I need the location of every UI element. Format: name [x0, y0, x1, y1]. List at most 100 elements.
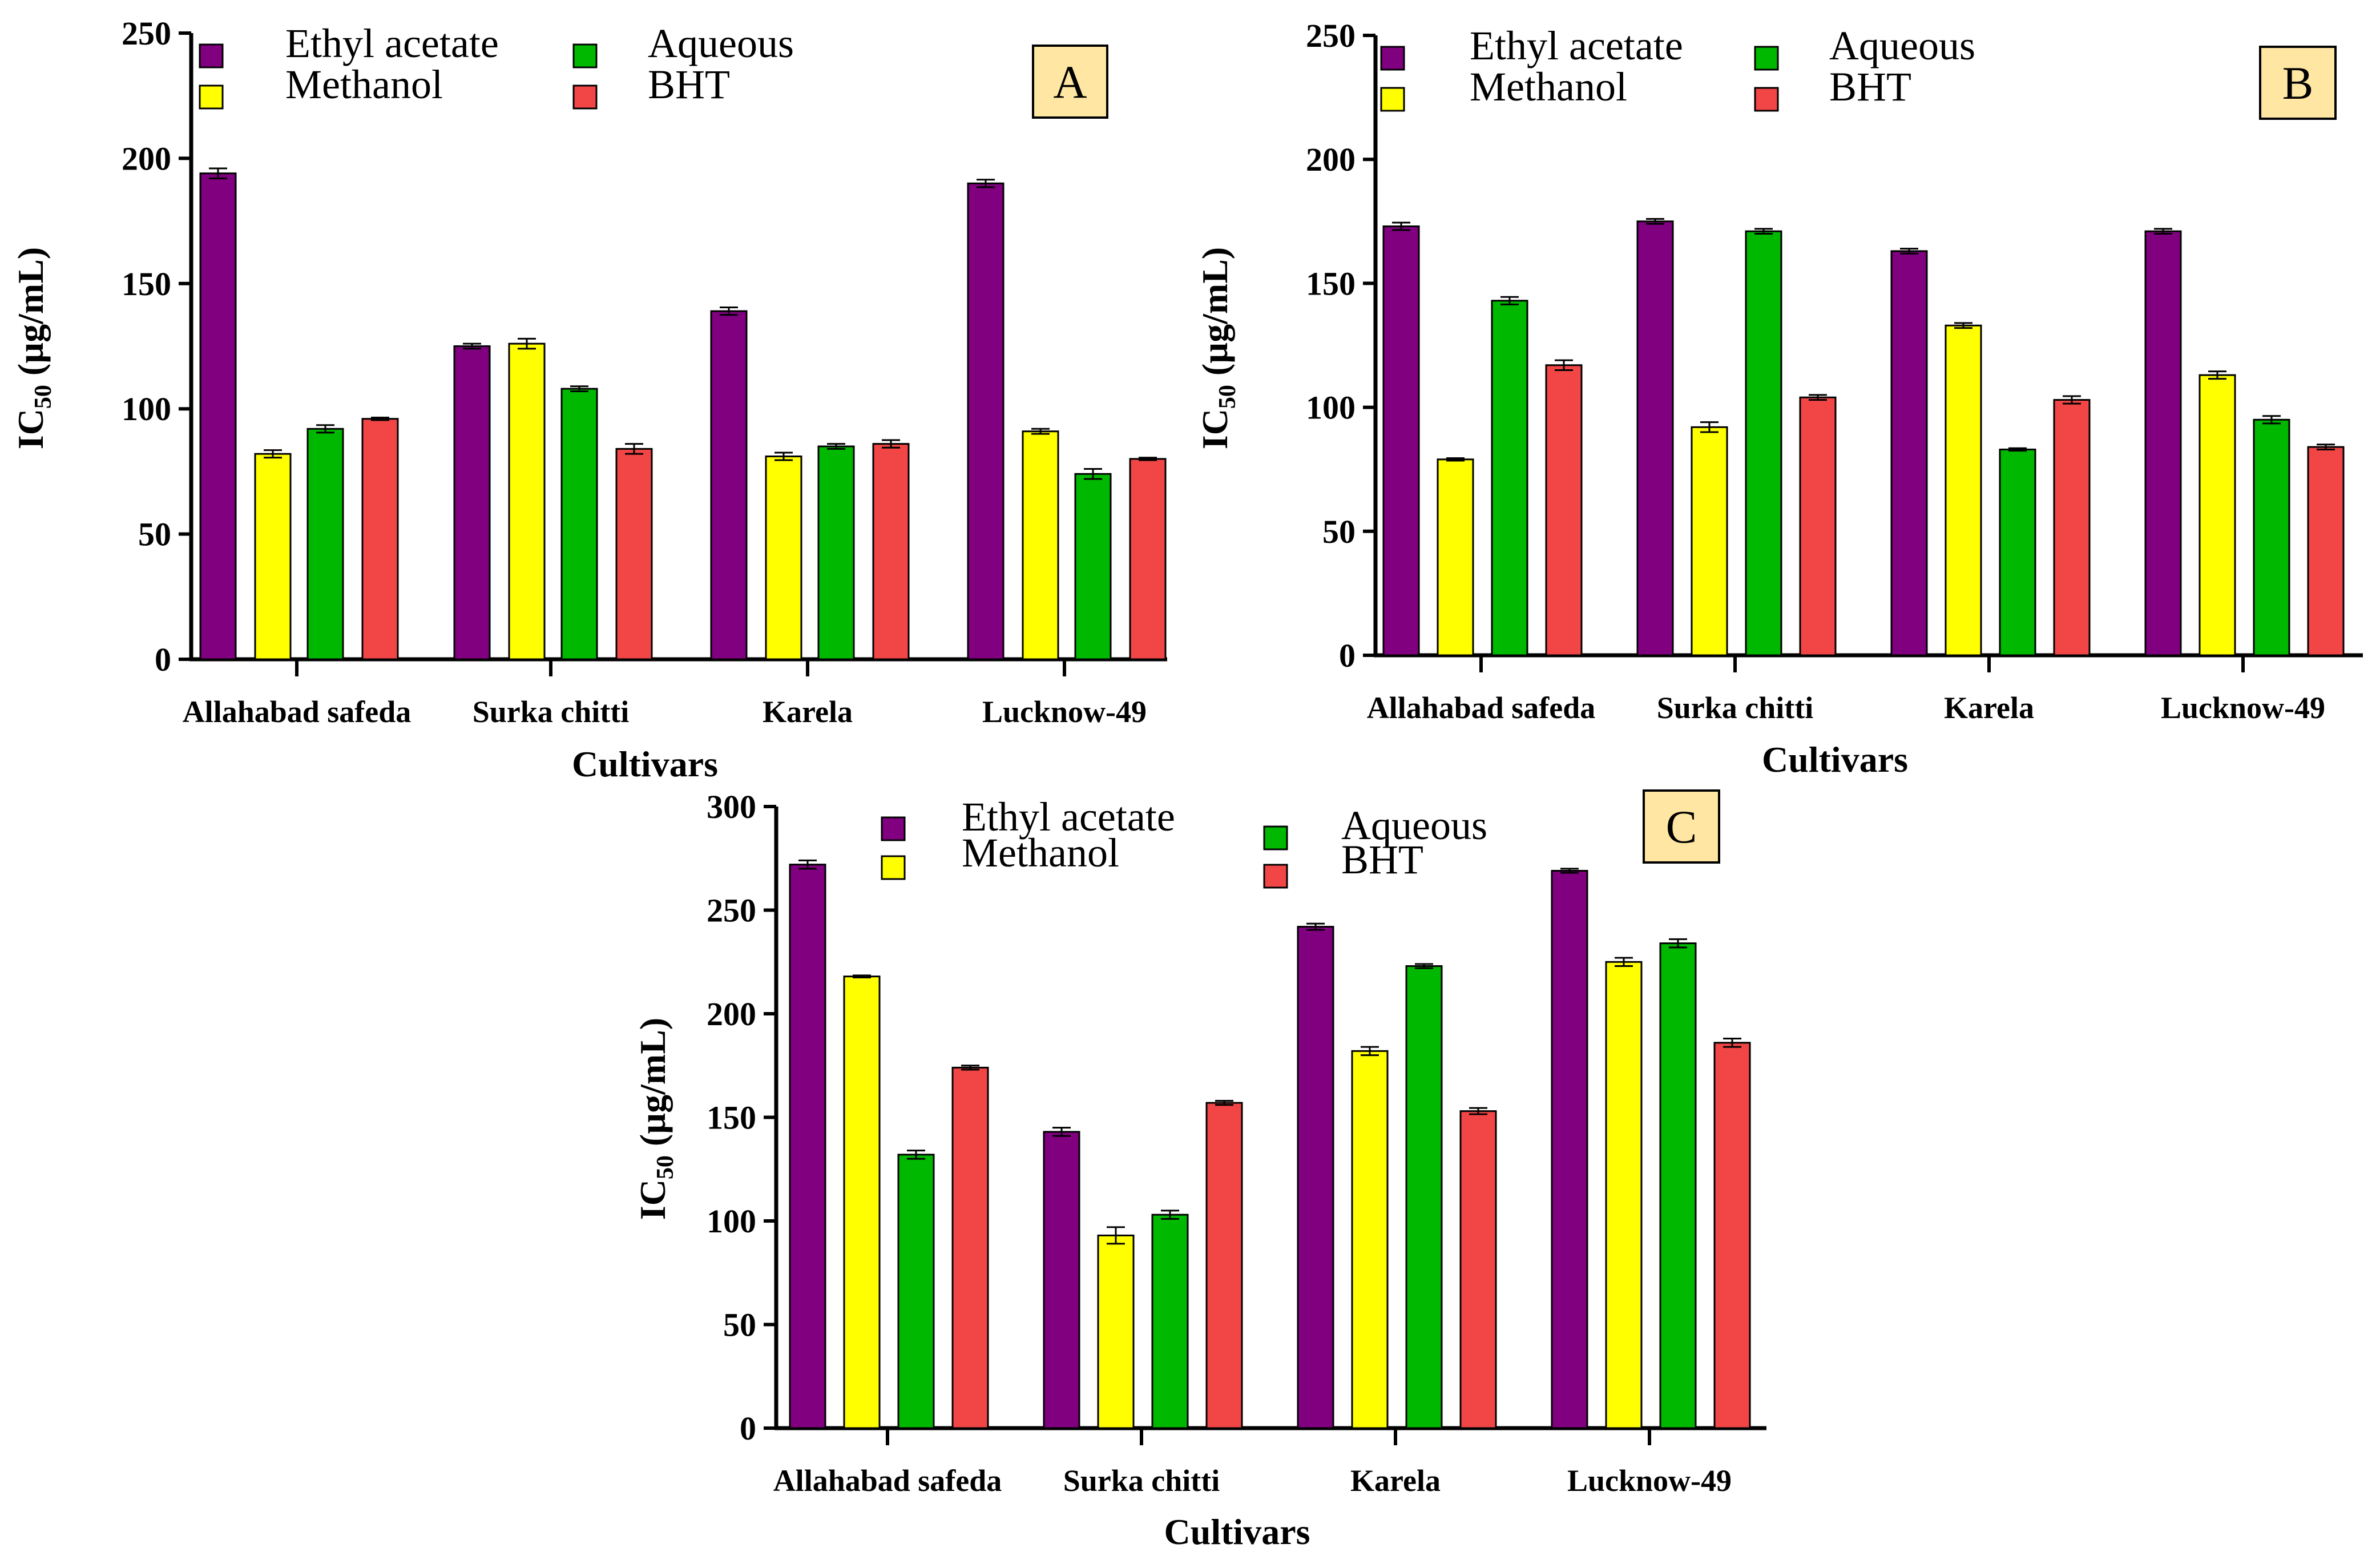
- legend-label-ethyl-acetate: Ethyl acetate: [962, 794, 1175, 840]
- error-bar-bht-lucknow-49: [1723, 1038, 1741, 1048]
- bar-aqueous-surka-chitti: [560, 388, 598, 660]
- bar-aqueous-allahabad-safeda: [897, 1154, 935, 1429]
- y-tick-label-200: 200: [707, 995, 756, 1033]
- bar-bht-lucknow-49: [1713, 1042, 1751, 1429]
- bar-methanol-surka-chitti: [1097, 1234, 1135, 1429]
- chart-panel-b: 0 50 100 150 200 250 Allahabad safeda Surka chi…: [1195, 17, 2363, 780]
- category-label-karela: Karela: [763, 695, 853, 729]
- bar-ethyl-acetate-karela: [710, 310, 748, 660]
- error-bar-ethyl-acetate-lucknow-49: [977, 179, 995, 188]
- legend-label-aqueous: Aqueous: [1829, 23, 1975, 68]
- legend-label-bht: BHT: [1829, 64, 1911, 110]
- bar-bht-surka-chitti: [1799, 396, 1837, 656]
- error-bar-bht-allahabad-safeda: [1555, 359, 1573, 371]
- error-bar-methanol-allahabad-safeda: [853, 974, 871, 978]
- bar-bht-karela: [1459, 1110, 1497, 1429]
- category-label-karela: Karela: [1944, 691, 2034, 725]
- bar-bht-allahabad-safeda: [361, 418, 399, 660]
- bar-ethyl-acetate-surka-chitti: [453, 345, 491, 660]
- y-tick-label-0: 0: [1339, 637, 1356, 674]
- legend-label-aqueous: Aqueous: [648, 21, 794, 66]
- error-bar-ethyl-acetate-surka-chitti: [1052, 1127, 1071, 1137]
- bar-aqueous-karela: [1405, 965, 1443, 1429]
- y-tick-label-150: 150: [707, 1099, 756, 1136]
- legend-swatch-methanol: [881, 855, 906, 880]
- error-bar-aqueous-karela: [2008, 447, 2027, 452]
- y-axis-title: IC50 (µg/mL): [632, 1018, 679, 1220]
- y-tick-label-100: 100: [122, 390, 171, 428]
- legend-swatch-aqueous: [1263, 825, 1288, 850]
- bar-methanol-karela: [1351, 1050, 1389, 1429]
- error-bar-ethyl-acetate-karela: [1900, 248, 1918, 255]
- y-tick-label-250: 250: [1306, 17, 1356, 54]
- category-label-karela: Karela: [1350, 1464, 1441, 1498]
- y-tick-label-300: 300: [707, 788, 756, 825]
- legend-swatch-methanol: [1380, 87, 1405, 112]
- error-bar-bht-surka-chitti: [1809, 394, 1827, 401]
- error-bar-ethyl-acetate-lucknow-49: [2154, 228, 2172, 235]
- error-bar-aqueous-surka-chitti: [570, 385, 588, 392]
- bar-bht-karela: [872, 443, 910, 660]
- bar-aqueous-karela: [817, 445, 855, 660]
- y-tick-label-100: 100: [1306, 389, 1356, 426]
- bar-bht-lucknow-49: [1129, 458, 1167, 660]
- error-bar-aqueous-lucknow-49: [2262, 415, 2281, 425]
- error-bar-bht-allahabad-safeda: [961, 1065, 979, 1071]
- category-label-surka-chitti: Surka chitti: [1657, 691, 1814, 725]
- y-tick-label-50: 50: [138, 516, 171, 553]
- panel-label: B: [2282, 57, 2314, 109]
- y-axis-title: IC50 (µg/mL): [10, 247, 57, 449]
- error-bar-aqueous-allahabad-safeda: [1500, 296, 1519, 305]
- error-bar-aqueous-lucknow-49: [1669, 938, 1687, 949]
- panel-label-box: [1032, 45, 1108, 119]
- error-bar-methanol-surka-chitti: [518, 337, 536, 350]
- error-bar-methanol-surka-chitti: [1700, 421, 1719, 433]
- legend-label-bht: BHT: [648, 62, 730, 107]
- bar-methanol-allahabad-safeda: [254, 453, 292, 660]
- y-tick-label-250: 250: [707, 892, 756, 929]
- bar-aqueous-lucknow-49: [2253, 418, 2290, 656]
- error-bar-methanol-karela: [1954, 322, 1972, 329]
- y-tick-label-150: 150: [1306, 265, 1356, 302]
- y-tick-label-100: 100: [707, 1203, 756, 1240]
- x-axis-title: Cultivars: [1762, 739, 1908, 780]
- error-bar-methanol-lucknow-49: [1615, 957, 1633, 968]
- chart-panel-c: 0 50 100 150 200 250 300 Allahabad safeda Surka …: [632, 788, 1766, 1552]
- legend-label-bht: BHT: [1341, 837, 1423, 882]
- bar-ethyl-acetate-lucknow-49: [967, 182, 1005, 660]
- bar-methanol-lucknow-49: [1605, 961, 1643, 1429]
- legend-label-ethyl-acetate: Ethyl acetate: [285, 21, 499, 66]
- bar-methanol-surka-chitti: [508, 342, 546, 660]
- legend-label-methanol: Methanol: [962, 830, 1119, 876]
- y-tick-label-50: 50: [723, 1307, 756, 1344]
- error-bar-bht-lucknow-49: [1139, 457, 1157, 461]
- chart-panel-a: 0 50 100 150 200 250 Allahabad safeda Surka chi…: [10, 15, 1167, 784]
- bar-aqueous-karela: [1999, 448, 2036, 656]
- panel-label: A: [1053, 56, 1087, 108]
- error-bar-ethyl-acetate-allahabad-safeda: [1392, 221, 1410, 231]
- error-bar-ethyl-acetate-karela: [1306, 922, 1325, 931]
- bar-ethyl-acetate-surka-chitti: [1636, 220, 1674, 656]
- bar-aqueous-lucknow-49: [1074, 473, 1112, 660]
- y-tick-label-200: 200: [122, 140, 171, 177]
- error-bar-bht-karela: [1469, 1107, 1487, 1115]
- error-bar-methanol-allahabad-safeda: [264, 449, 282, 459]
- bar-aqueous-allahabad-safeda: [1491, 300, 1528, 656]
- error-bar-bht-lucknow-49: [2317, 444, 2335, 450]
- error-bar-aqueous-karela: [827, 443, 845, 450]
- error-bar-methanol-lucknow-49: [2208, 370, 2226, 380]
- category-label-lucknow-49: Lucknow-49: [982, 695, 1147, 729]
- error-bar-methanol-karela: [1361, 1046, 1379, 1057]
- error-bar-ethyl-acetate-surka-chitti: [463, 342, 481, 350]
- legend-swatch-aqueous: [572, 43, 598, 68]
- error-bar-methanol-karela: [774, 452, 793, 461]
- category-label-lucknow-49: Lucknow-49: [2161, 691, 2325, 725]
- category-label-allahabad-safeda: Allahabad safeda: [183, 695, 412, 729]
- y-tick-label-0: 0: [155, 641, 171, 678]
- bar-bht-lucknow-49: [2307, 446, 2345, 656]
- y-tick-label-200: 200: [1306, 141, 1356, 178]
- error-bar-aqueous-lucknow-49: [1084, 468, 1102, 480]
- panel-label-box: [2259, 46, 2337, 120]
